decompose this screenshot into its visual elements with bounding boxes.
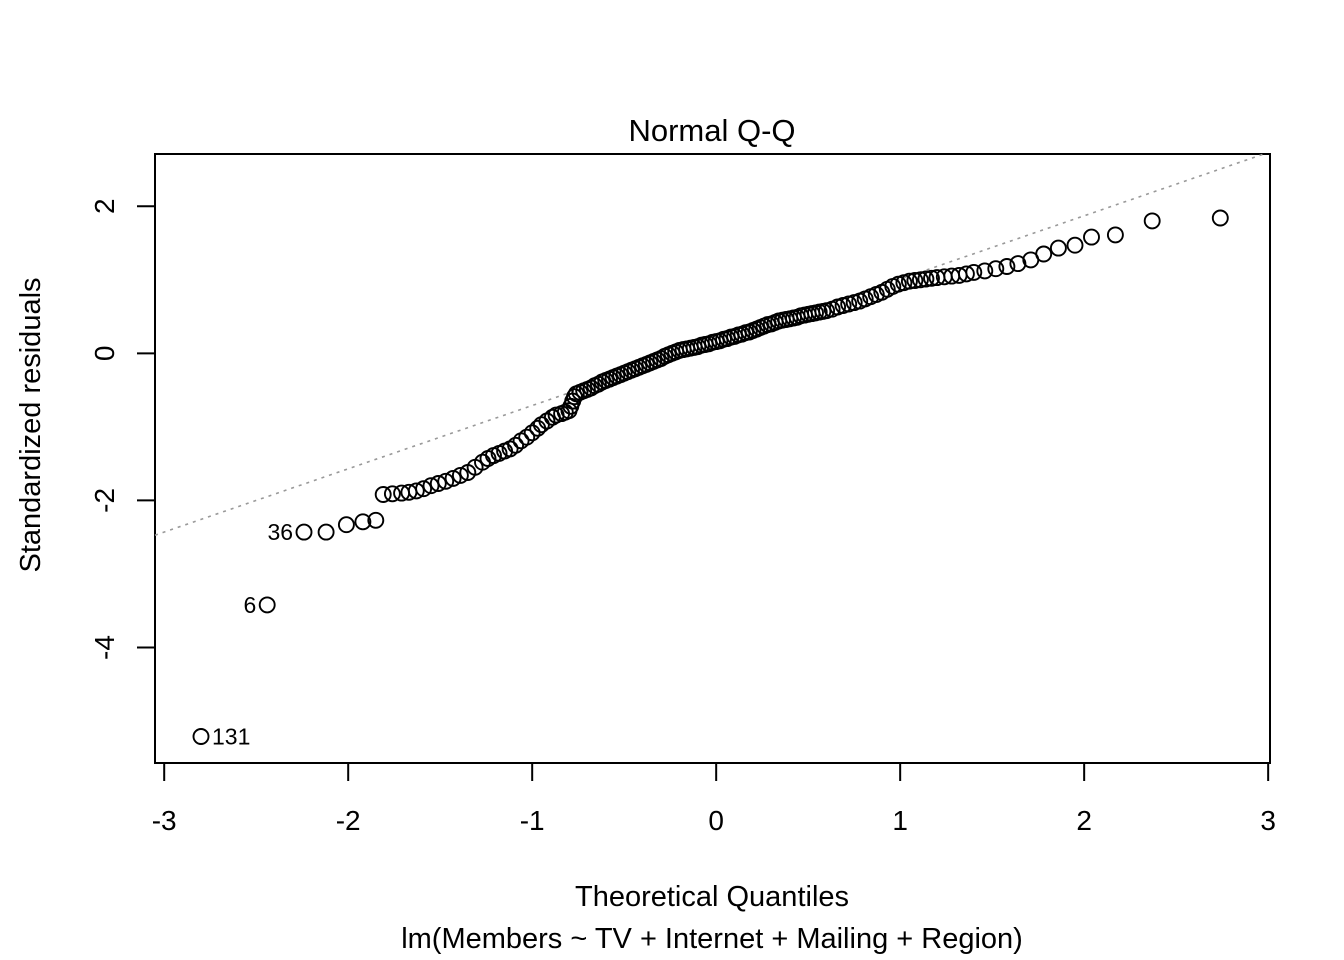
data-point	[1009, 255, 1027, 273]
data-point	[1083, 228, 1100, 246]
data-point	[354, 513, 372, 531]
data-point	[337, 516, 355, 534]
data-point	[317, 523, 335, 541]
y-tick-label: -2	[89, 488, 120, 513]
data-point	[383, 485, 401, 503]
x-tick-label: 0	[708, 805, 724, 836]
x-tick-label: -1	[520, 805, 545, 836]
outlier-label: 36	[267, 519, 293, 545]
data-point	[998, 258, 1016, 275]
data-point	[192, 728, 210, 745]
axis-ticks	[137, 205, 1270, 781]
data-point	[374, 486, 392, 503]
data-point	[1049, 239, 1067, 257]
plot-box	[154, 153, 1271, 764]
data-point	[258, 596, 276, 614]
y-tick-label: -4	[89, 635, 120, 660]
data-point	[917, 270, 935, 288]
data-point	[566, 388, 583, 406]
x-axis-title: Theoretical Quantiles	[575, 881, 849, 913]
data-point	[923, 269, 940, 287]
data-point	[437, 472, 455, 490]
outlier-label: 131	[212, 724, 250, 750]
data-points	[192, 209, 1229, 745]
x-tick-label: -3	[152, 805, 177, 836]
y-tick-label: 2	[89, 198, 120, 214]
data-point	[911, 271, 929, 289]
model-subtitle: lm(Members ~ TV + Internet + Mailing + R…	[401, 923, 1023, 955]
outlier-label: 6	[243, 592, 256, 618]
data-point	[429, 475, 447, 492]
y-tick-label: 0	[89, 346, 120, 362]
data-point	[1143, 212, 1161, 230]
data-point	[965, 263, 983, 281]
data-point	[987, 260, 1005, 278]
y-axis-title: Standardized residuals	[15, 277, 47, 572]
data-point	[367, 511, 385, 529]
data-point	[451, 466, 469, 484]
data-point	[444, 469, 462, 487]
data-point	[1066, 236, 1084, 254]
x-tick-label: 2	[1076, 805, 1092, 836]
x-tick-label: 3	[1260, 805, 1276, 836]
data-point	[415, 480, 433, 498]
data-point	[1211, 209, 1229, 227]
data-point	[295, 523, 313, 541]
data-point	[906, 272, 924, 289]
data-point	[1035, 245, 1053, 263]
data-point	[1106, 226, 1124, 244]
data-point	[957, 265, 975, 283]
x-tick-label: -2	[336, 805, 361, 836]
data-point	[976, 262, 994, 280]
outlier-labels: 131 6 36	[212, 519, 293, 749]
data-point	[900, 272, 918, 290]
data-point	[407, 482, 425, 500]
data-point	[507, 436, 525, 454]
x-tick-label: 1	[892, 805, 908, 836]
data-point	[518, 428, 536, 446]
axis-tick-labels: -3 -2 -1 0 1 2 3 2 0 -2 -4	[89, 198, 1276, 836]
plot-title: Normal Q-Q	[628, 113, 795, 148]
